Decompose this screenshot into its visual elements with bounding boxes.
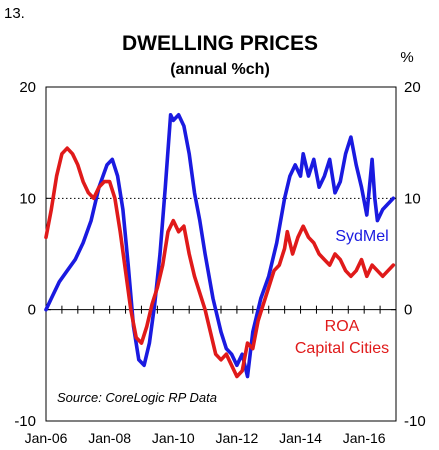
x-tick-label: Jan-08 [88, 430, 131, 446]
unit-label-right: % [400, 49, 413, 66]
x-tick-label: Jan-12 [216, 430, 259, 446]
series-label: Capital Cities [295, 340, 389, 357]
y-tick-label-right: -10 [404, 413, 426, 430]
source-note: Source: CoreLogic RP Data [57, 390, 217, 405]
y-tick-label-right: 20 [404, 79, 421, 96]
series-line-sydmel [44, 113, 396, 379]
x-tick-label: Jan-06 [25, 430, 68, 446]
y-tick-label-left: 20 [19, 79, 36, 96]
series-label: SydMel [335, 228, 388, 245]
chart-subtitle: (annual %ch) [170, 61, 270, 78]
y-tick-label-left: -10 [14, 413, 36, 430]
x-tick-label: Jan-10 [152, 430, 195, 446]
figure-number: 13. [4, 5, 25, 22]
series-label: ROA [325, 318, 360, 335]
y-tick-label-right: 0 [404, 302, 412, 319]
chart-title: DWELLING PRICES [122, 32, 318, 55]
y-tick-label-left: 10 [19, 190, 36, 207]
plot-area-frame [45, 86, 397, 422]
series-line-roa-capital-cities [44, 146, 396, 379]
y-tick-label-left: 0 [28, 302, 36, 319]
y-tick-label-right: 10 [404, 190, 421, 207]
x-tick-label: Jan-14 [279, 430, 322, 446]
x-tick-label: Jan-16 [343, 430, 386, 446]
